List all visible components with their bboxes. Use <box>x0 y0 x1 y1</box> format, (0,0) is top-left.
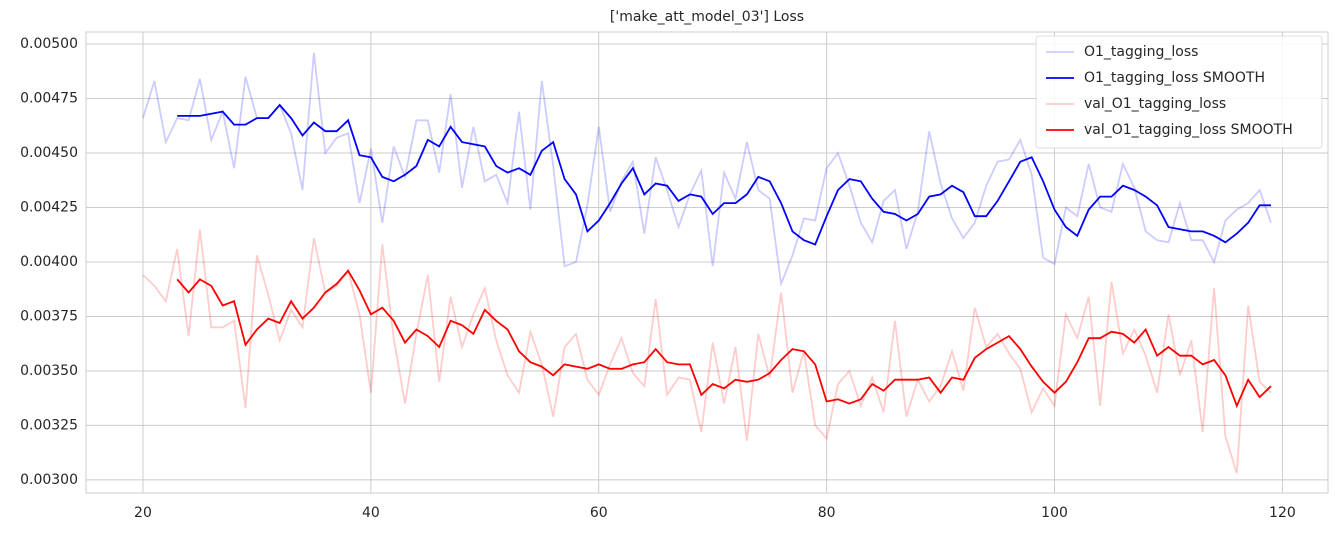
x-tick-label: 40 <box>362 505 380 521</box>
y-tick-label: 0.00325 <box>20 417 78 433</box>
y-tick-label: 0.00425 <box>20 199 78 215</box>
y-tick-label: 0.00375 <box>20 308 78 324</box>
y-tick-label: 0.00300 <box>20 472 78 488</box>
y-tick-label: 0.00450 <box>20 145 78 161</box>
series-line <box>177 103 1271 246</box>
y-tick-label: 0.00400 <box>20 254 78 270</box>
x-tick-label: 120 <box>1269 505 1296 521</box>
legend-label: val_O1_tagging_loss SMOOTH <box>1084 122 1293 138</box>
series-line <box>142 52 1272 288</box>
legend-label: O1_tagging_loss <box>1084 44 1198 60</box>
y-tick-label: 0.00475 <box>20 90 78 106</box>
chart-title: ['make_att_model_03'] Loss <box>610 9 804 25</box>
legend-label: O1_tagging_loss SMOOTH <box>1084 70 1265 86</box>
series-line <box>176 269 1272 409</box>
x-tick-label: 80 <box>818 505 836 521</box>
y-tick-label: 0.00350 <box>20 363 78 379</box>
legend-label: val_O1_tagging_loss <box>1084 96 1226 112</box>
x-tick-label: 20 <box>134 505 152 521</box>
x-tick-label: 60 <box>590 505 608 521</box>
x-tick-label: 100 <box>1041 505 1068 521</box>
y-tick-label: 0.00500 <box>20 36 78 52</box>
legend-box <box>1035 35 1323 149</box>
